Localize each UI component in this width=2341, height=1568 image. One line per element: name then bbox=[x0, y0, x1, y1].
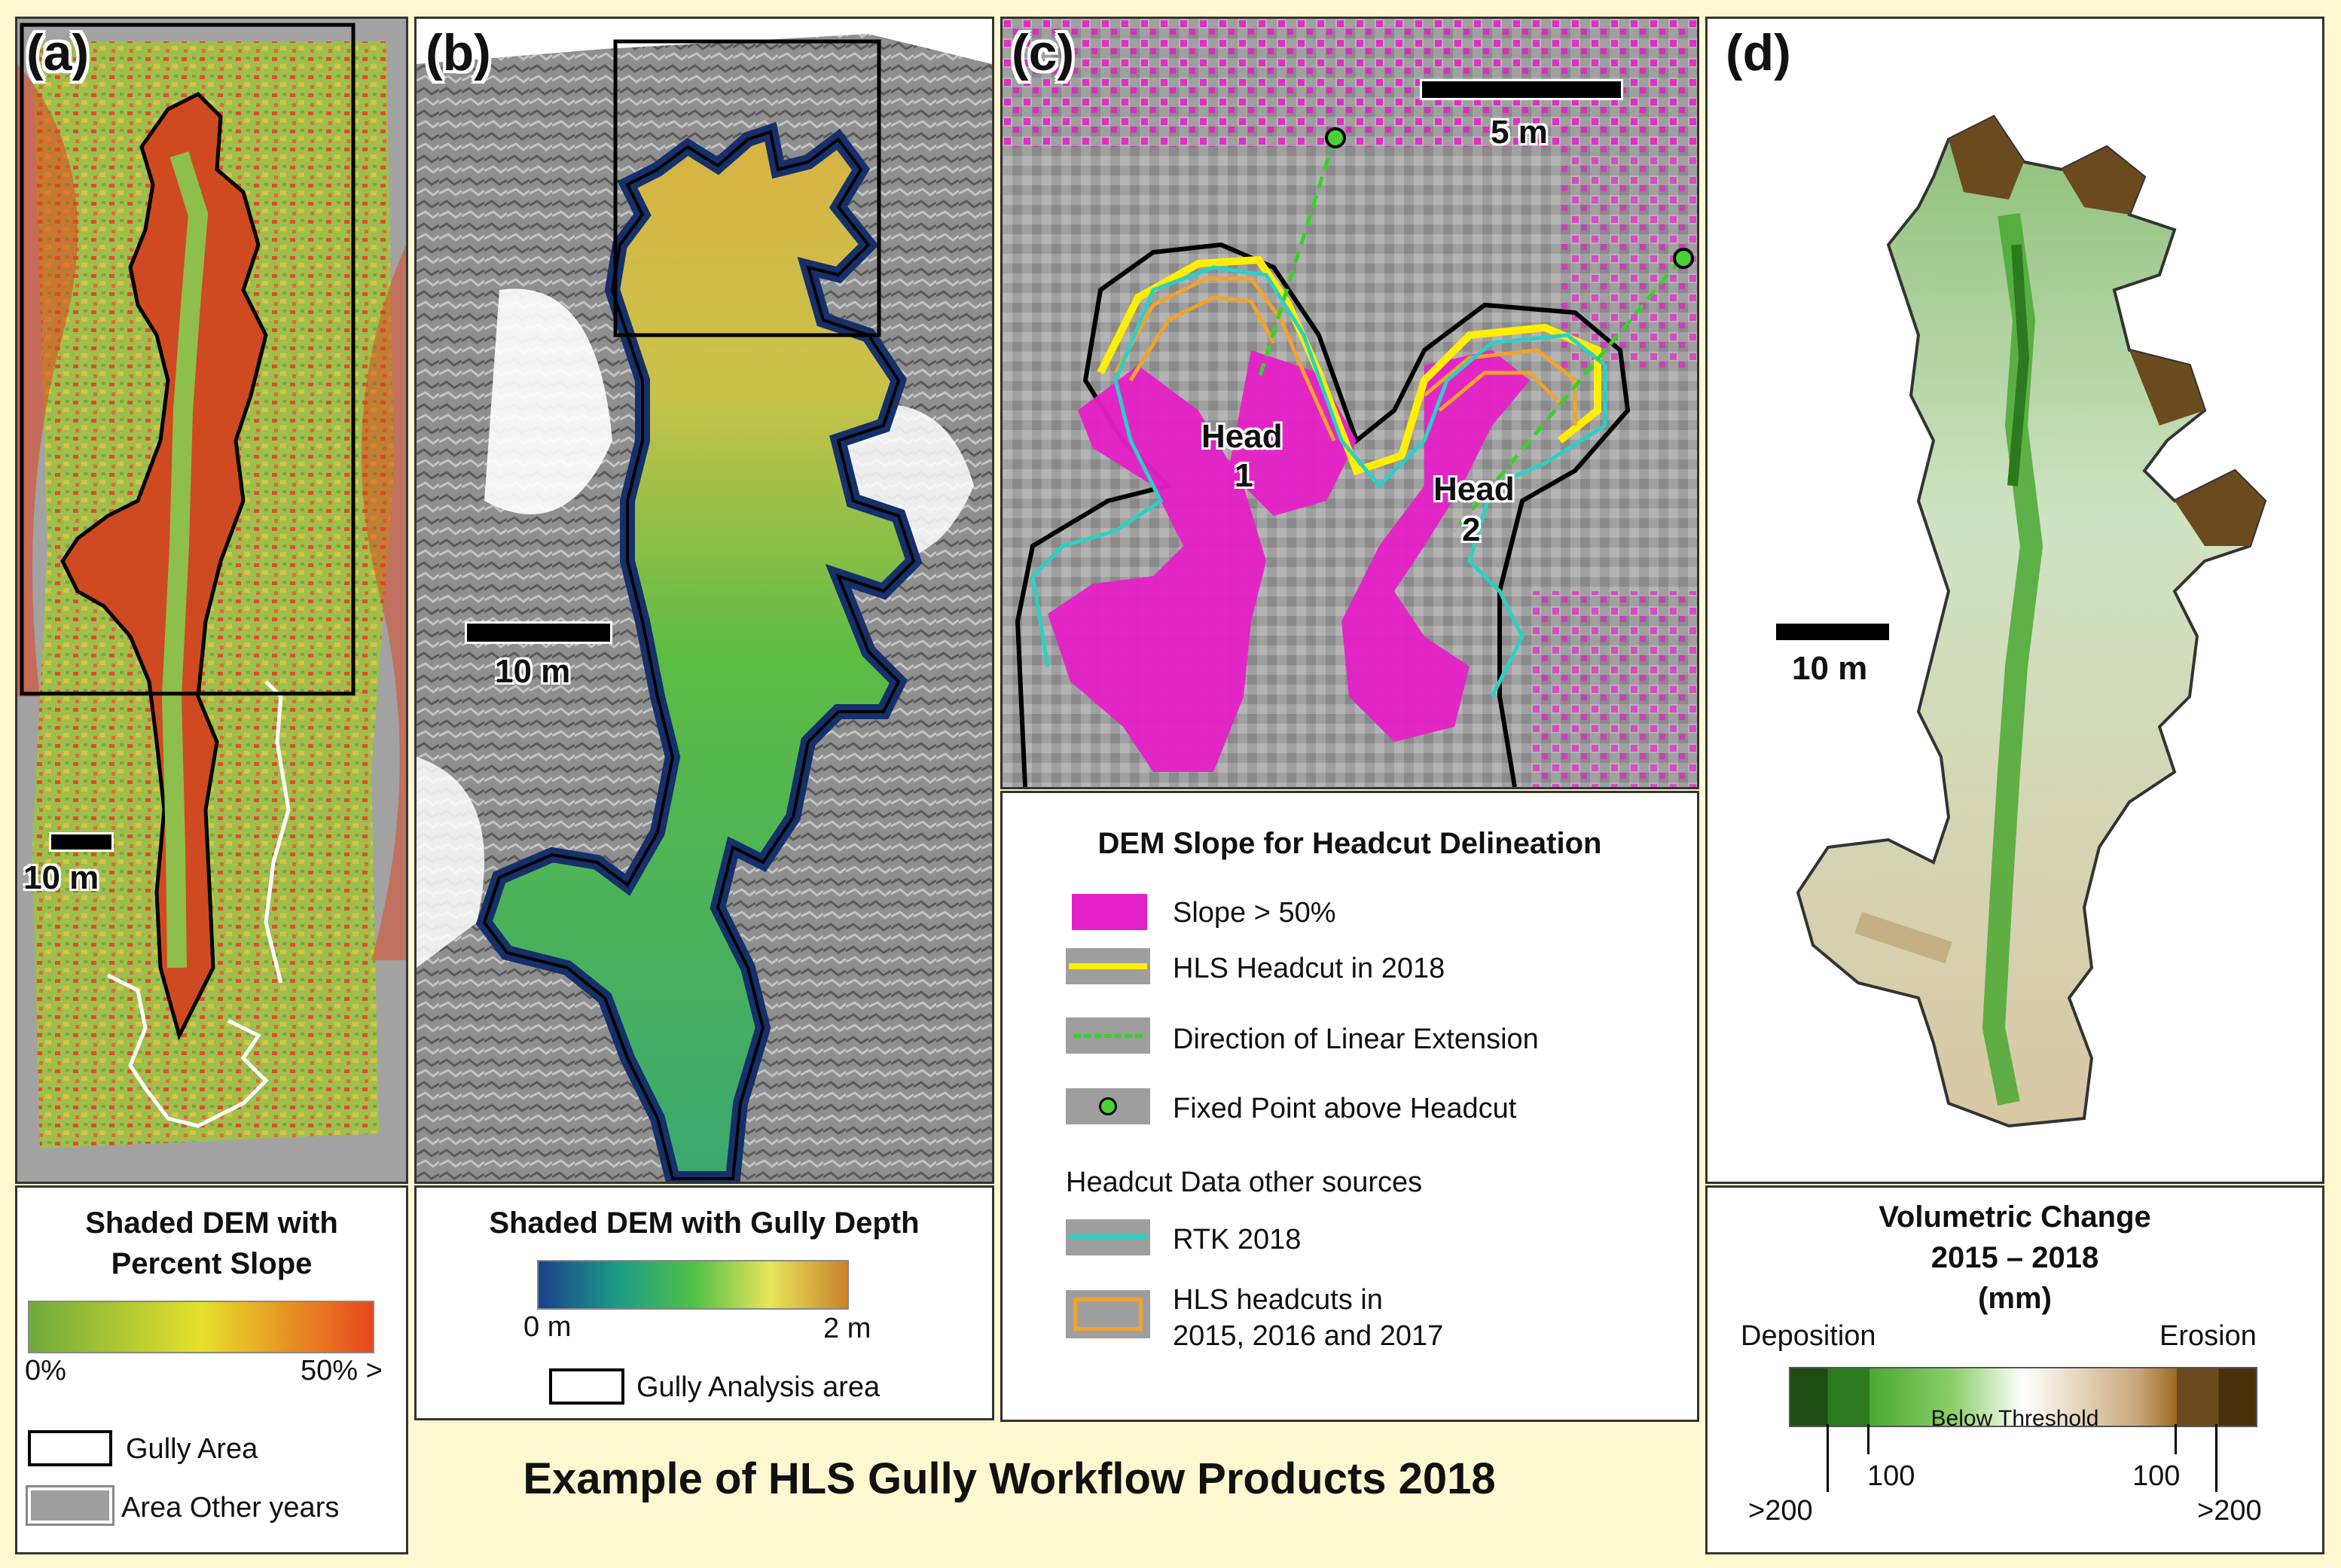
depth-map bbox=[417, 19, 992, 1182]
other-years-swatch bbox=[26, 1485, 114, 1526]
legend-d: Volumetric Change 2015 – 2018 (mm) Depos… bbox=[1705, 1185, 2324, 1554]
analysis-area-swatch bbox=[549, 1368, 624, 1405]
depth-ramp-max: 2 m bbox=[823, 1313, 871, 1344]
depth-color-ramp bbox=[537, 1260, 849, 1310]
legend-a-title-line1: Shaded DEM with bbox=[85, 1207, 338, 1240]
panel-label-c: (c) bbox=[1012, 24, 1075, 81]
zoom-extent-box-b bbox=[613, 39, 881, 337]
scale-bar-d bbox=[1774, 621, 1891, 642]
slope-label: Slope > 50% bbox=[1173, 897, 1336, 929]
volumetric-change-map bbox=[1796, 114, 2267, 1128]
legend-d-title-line3: (mm) bbox=[1978, 1282, 2052, 1315]
slope-ramp-min: 0% bbox=[25, 1355, 66, 1386]
panel-label-b: (b) bbox=[426, 24, 491, 81]
head-1-label-line1: Head bbox=[1201, 418, 1283, 455]
direction-swatch bbox=[1066, 1017, 1150, 1054]
scale-text-d: 10 m bbox=[1792, 650, 1868, 687]
slope-color-ramp bbox=[28, 1301, 374, 1353]
legend-c: DEM Slope for Headcut Delineation Slope … bbox=[1000, 791, 1699, 1422]
fixed-point-swatch bbox=[1066, 1088, 1150, 1124]
scale-bar-b bbox=[465, 621, 612, 644]
legend-a-title-line2: Percent Slope bbox=[111, 1247, 313, 1280]
scale-text-a: 10 m bbox=[23, 859, 99, 896]
hls-prev-swatch bbox=[1066, 1290, 1150, 1338]
head-1-label-line2: 1 bbox=[1235, 457, 1253, 494]
scale-text-b: 10 m bbox=[495, 653, 571, 690]
tick-dep-200 bbox=[1827, 1424, 1829, 1492]
panel-c-map: (c) 5 m Head 1 Head 2 bbox=[1000, 17, 1699, 789]
tick-dep-100-label: 100 bbox=[1867, 1460, 1915, 1492]
hls-2018-swatch bbox=[1066, 948, 1150, 984]
analysis-area-label: Gully Analysis area bbox=[636, 1371, 881, 1403]
tick-ero-200 bbox=[2215, 1424, 2217, 1492]
panel-d-map: (d) 10 m bbox=[1705, 17, 2324, 1184]
depth-ramp-min: 0 m bbox=[523, 1311, 572, 1343]
scale-bar-c bbox=[1420, 79, 1623, 100]
hls-prev-label-line2: 2015, 2016 and 2017 bbox=[1173, 1320, 1444, 1352]
head-2-label-line2: 2 bbox=[1462, 511, 1481, 548]
legend-a: Shaded DEM with Percent Slope 0% 50% > G… bbox=[15, 1185, 408, 1554]
tick-dep-200-label: >200 bbox=[1748, 1495, 1813, 1527]
headcut-map bbox=[1003, 19, 1697, 787]
deposition-label: Deposition bbox=[1741, 1320, 1876, 1352]
gully-area-swatch bbox=[28, 1430, 112, 1466]
below-threshold-label: Below Threshold bbox=[1930, 1406, 2099, 1431]
tick-dep-100 bbox=[1867, 1424, 1869, 1454]
hls-2018-label: HLS Headcut in 2018 bbox=[1173, 953, 1445, 984]
panel-label-d: (d) bbox=[1726, 24, 1791, 81]
rtk-swatch bbox=[1066, 1219, 1150, 1255]
panel-label-a: (a) bbox=[26, 24, 90, 81]
head-2-label-line1: Head bbox=[1433, 471, 1515, 508]
legend-d-title-line2: 2015 – 2018 bbox=[1930, 1241, 2099, 1274]
gully-area-label: Gully Area bbox=[126, 1433, 258, 1465]
tick-ero-100 bbox=[2175, 1424, 2177, 1454]
legend-d-title-line1: Volumetric Change bbox=[1879, 1200, 2151, 1234]
slope-swatch bbox=[1072, 894, 1147, 930]
scale-text-c: 5 m bbox=[1491, 114, 1548, 151]
panel-a-map: (a) 10 m bbox=[15, 17, 408, 1184]
zoom-extent-box bbox=[20, 23, 356, 696]
direction-label: Direction of Linear Extension bbox=[1173, 1023, 1539, 1055]
other-sources-title: Headcut Data other sources bbox=[1066, 1167, 1423, 1198]
other-years-label: Area Other years bbox=[121, 1492, 340, 1524]
slope-map bbox=[17, 19, 406, 1182]
figure-title: Example of HLS Gully Workflow Products 2… bbox=[523, 1454, 1496, 1503]
hls-prev-label-line1: HLS headcuts in bbox=[1173, 1284, 1383, 1316]
slope-ramp-max: 50% > bbox=[301, 1355, 383, 1386]
legend-b: Shaded DEM with Gully Depth 0 m 2 m Gull… bbox=[414, 1185, 994, 1420]
volumetric-color-ramp bbox=[1789, 1367, 2257, 1427]
erosion-label: Erosion bbox=[2159, 1320, 2257, 1352]
scale-bar-a bbox=[49, 832, 114, 852]
tick-ero-100-label: 100 bbox=[2132, 1460, 2181, 1492]
legend-b-title: Shaded DEM with Gully Depth bbox=[489, 1207, 920, 1240]
legend-c-title: DEM Slope for Headcut Delineation bbox=[1097, 827, 1602, 860]
rtk-label: RTK 2018 bbox=[1173, 1224, 1302, 1255]
fixed-point-label: Fixed Point above Headcut bbox=[1173, 1093, 1517, 1124]
panel-b-map: (b) 10 m bbox=[414, 17, 994, 1184]
tick-ero-200-label: >200 bbox=[2197, 1495, 2262, 1527]
